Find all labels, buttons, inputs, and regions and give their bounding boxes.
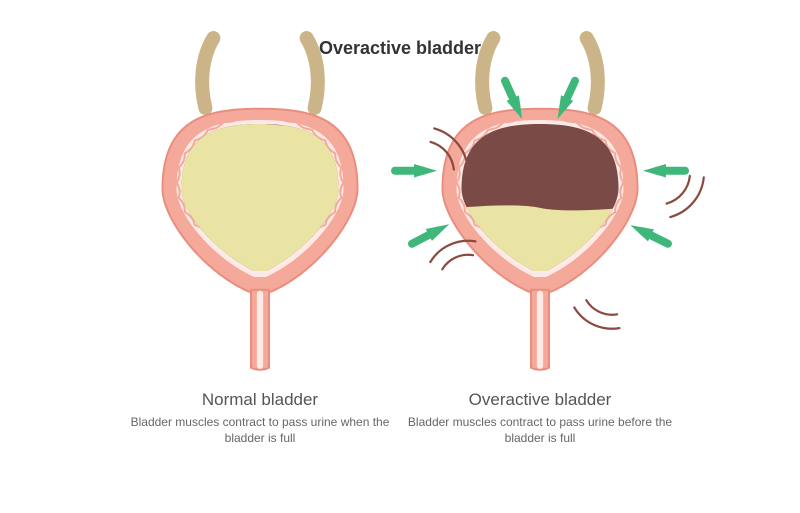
page-title: Overactive bladder <box>0 38 800 59</box>
left-panel-description: Bladder muscles contract to pass urine w… <box>120 414 400 446</box>
right-panel-description: Bladder muscles contract to pass urine b… <box>400 414 680 446</box>
left-panel-label: Normal bladder <box>120 390 400 410</box>
right-panel-label: Overactive bladder <box>400 390 680 410</box>
